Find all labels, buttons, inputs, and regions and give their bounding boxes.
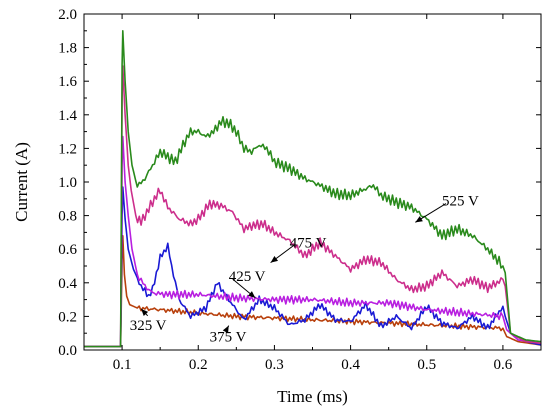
x-tick-label: 0.2	[189, 357, 208, 373]
series-line-425v	[84, 135, 542, 348]
series-line-475v	[84, 65, 542, 348]
series-line-325v	[84, 235, 542, 348]
series-label: 475 V	[290, 236, 327, 252]
annotation-arrow-head	[248, 291, 256, 298]
y-tick-label: 2.0	[58, 7, 77, 23]
series-line-525v	[84, 29, 542, 348]
y-axis-title: Current (A)	[12, 142, 31, 222]
x-axis-title: Time (ms)	[277, 387, 348, 406]
annotation-arrow-head	[415, 216, 423, 223]
x-tick-label: 0.6	[494, 357, 513, 373]
axes-layer: 0.1 0.2 0.3 0.4 0.5 0.6 0.0 0.2 0.4 0.6 0.8 1.0 1.2 1…	[58, 7, 542, 373]
y-tick-label: 1.8	[58, 41, 77, 57]
series-label: 425 V	[229, 269, 266, 285]
plot-layer	[84, 29, 542, 348]
annotation-arrow-head	[270, 256, 279, 263]
annotation-layer: 525 V 475 V 425 V 375 V 325 V	[130, 194, 479, 346]
annotation-arrow-head	[222, 325, 229, 334]
y-tick-label: 1.0	[58, 175, 77, 191]
x-tick-label: 0.5	[417, 357, 436, 373]
x-tick-label: 0.3	[265, 357, 284, 373]
x-tick-label: 0.1	[113, 357, 132, 373]
series-label: 325 V	[130, 318, 167, 334]
y-tick-label: 0.2	[58, 309, 77, 325]
y-tick-label: 0.6	[58, 242, 77, 258]
y-tick-label: 1.2	[58, 141, 77, 157]
series-line-375v	[84, 186, 542, 348]
annotation-arrow-head	[141, 308, 149, 316]
y-tick-label: 0.8	[58, 209, 77, 225]
y-tick-label: 1.4	[58, 108, 77, 124]
y-tick-label: 1.6	[58, 74, 77, 90]
series-label: 375 V	[210, 330, 247, 346]
y-tick-label: 0.4	[58, 276, 77, 292]
series-label: 525 V	[442, 194, 479, 210]
x-tick-label: 0.4	[341, 357, 360, 373]
y-tick-label: 0.0	[58, 343, 77, 359]
